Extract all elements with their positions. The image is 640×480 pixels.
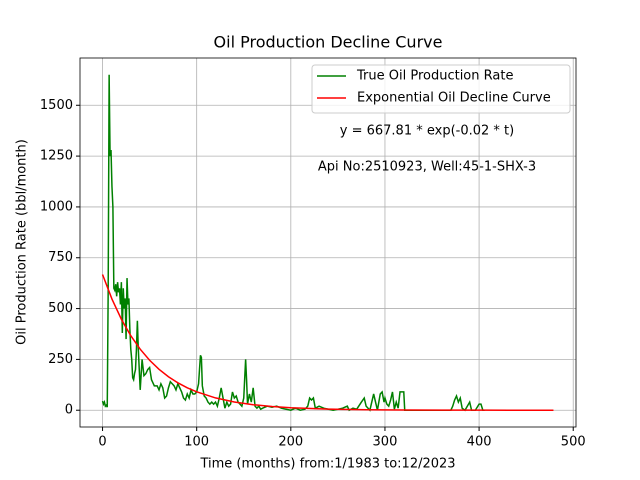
legend-label: Exponential Oil Decline Curve — [357, 91, 551, 106]
x-tick-label: 300 — [373, 435, 398, 450]
y-tick-label: 500 — [48, 301, 73, 316]
x-tick-label: 0 — [98, 435, 106, 450]
series-line — [101, 274, 554, 411]
x-tick-label: 100 — [184, 435, 209, 450]
y-tick-label: 1500 — [40, 98, 73, 113]
y-axis-label: Oil Production Rate (bbl/month) — [15, 139, 30, 345]
y-tick-label: 250 — [48, 352, 73, 367]
chart-title: Oil Production Decline Curve — [214, 33, 443, 52]
series-line — [101, 74, 485, 412]
plot-frame — [79, 57, 577, 428]
legend-label: True Oil Production Rate — [356, 69, 513, 84]
annotation: Api No:2510923, Well:45-1-SHX-3 — [318, 160, 536, 175]
x-tick-label: 500 — [561, 435, 586, 450]
y-tick-label: 1000 — [40, 199, 73, 214]
x-axis-label: Time (months) from:1/1983 to:12/2023 — [199, 457, 455, 472]
y-tick-label: 1250 — [40, 149, 73, 164]
y-tick-label: 0 — [65, 403, 73, 418]
y-tick-label: 750 — [48, 250, 73, 265]
x-tick-label: 200 — [278, 435, 303, 450]
legend-box — [311, 64, 571, 114]
annotation: y = 667.81 * exp(-0.02 * t) — [340, 124, 514, 139]
x-tick-label: 400 — [467, 435, 492, 450]
